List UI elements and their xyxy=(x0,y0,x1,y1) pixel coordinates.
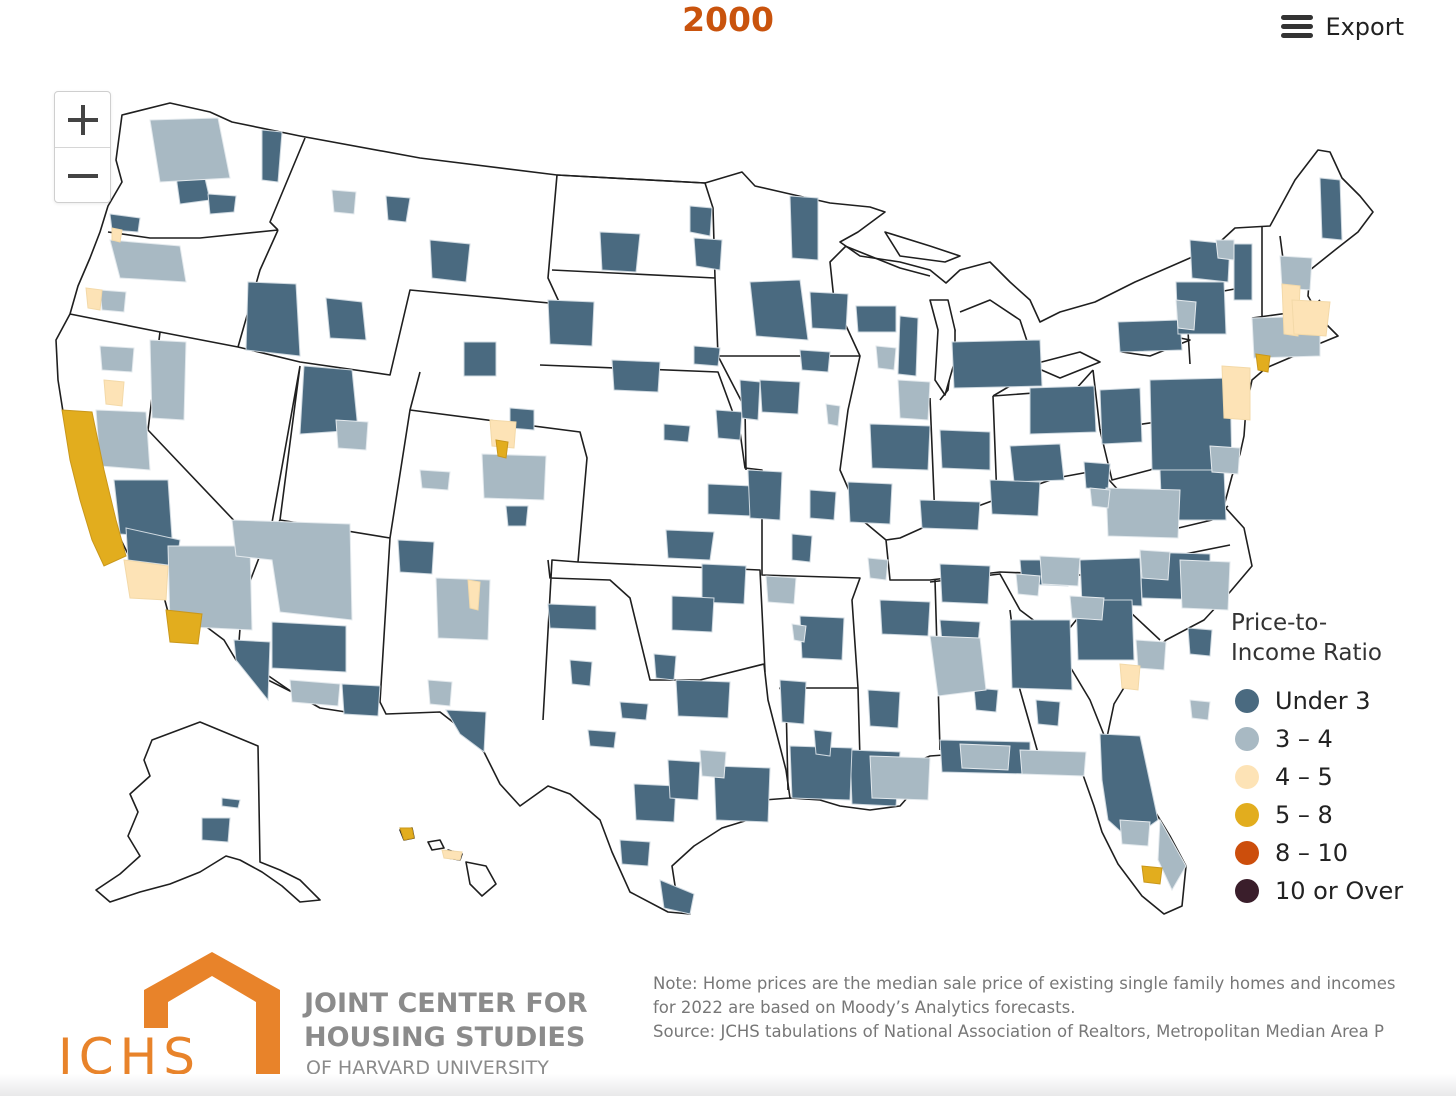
legend-swatch xyxy=(1235,879,1259,903)
bottom-edge xyxy=(0,1074,1456,1096)
legend-label: 5 – 8 xyxy=(1275,801,1333,829)
hamburger-menu-icon[interactable] xyxy=(1281,15,1314,39)
note-line-3: Source: JCHS tabulations of National Ass… xyxy=(653,1022,1384,1041)
jchs-line3: OF HARVARD UNIVERSITY xyxy=(306,1057,549,1079)
legend: Price-to- Income Ratio Under 3 3 – 4 4 – 5… xyxy=(1231,608,1451,910)
legend-label: 8 – 10 xyxy=(1275,839,1349,867)
source-note: Note: Home prices are the median sale pr… xyxy=(653,972,1443,1044)
legend-item[interactable]: Under 3 xyxy=(1231,682,1451,720)
legend-label: Under 3 xyxy=(1275,687,1371,715)
note-line-2: for 2022 are based on Moody’s Analytics … xyxy=(653,998,1076,1017)
legend-item[interactable]: 5 – 8 xyxy=(1231,796,1451,834)
legend-item[interactable]: 10 or Over xyxy=(1231,872,1451,910)
jchs-house-icon xyxy=(144,952,280,1076)
legend-label: 10 or Over xyxy=(1275,877,1404,905)
zoom-out-button[interactable] xyxy=(55,147,110,203)
legend-swatch xyxy=(1235,727,1259,751)
legend-swatch xyxy=(1235,841,1259,865)
legend-items: Under 3 3 – 4 4 – 5 5 – 8 8 – 10 10 or Over xyxy=(1231,682,1451,910)
legend-item[interactable]: 3 – 4 xyxy=(1231,720,1451,758)
export-button[interactable]: Export xyxy=(1281,10,1404,44)
zoom-in-button[interactable] xyxy=(55,92,110,147)
zoom-control xyxy=(54,91,111,203)
legend-swatch xyxy=(1235,803,1259,827)
note-line-1: Note: Home prices are the median sale pr… xyxy=(653,974,1396,993)
legend-item[interactable]: 8 – 10 xyxy=(1231,834,1451,872)
legend-swatch xyxy=(1235,689,1259,713)
jchs-line2: HOUSING STUDIES xyxy=(304,1022,586,1053)
alaska-outline xyxy=(95,721,321,903)
year-title: 2000 xyxy=(682,0,774,39)
metros-5-to-8 xyxy=(61,353,1271,885)
legend-label: 3 – 4 xyxy=(1275,725,1333,753)
plus-icon[interactable] xyxy=(67,104,99,136)
minus-icon[interactable] xyxy=(67,160,99,192)
jchs-logo: JCHS JOINT CENTER FOR HOUSING STUDIES OF… xyxy=(58,950,588,1086)
legend-title: Price-to- Income Ratio xyxy=(1231,610,1382,666)
jchs-line1: JOINT CENTER FOR xyxy=(304,988,588,1019)
jchs-mark: JCHS xyxy=(58,1028,201,1086)
legend-item[interactable]: 4 – 5 xyxy=(1231,758,1451,796)
legend-label: 4 – 5 xyxy=(1275,763,1333,791)
metros-3-to-4 xyxy=(95,117,1321,892)
metros-4-to-5 xyxy=(85,227,1331,861)
legend-swatch xyxy=(1235,765,1259,789)
export-label[interactable]: Export xyxy=(1325,13,1404,41)
